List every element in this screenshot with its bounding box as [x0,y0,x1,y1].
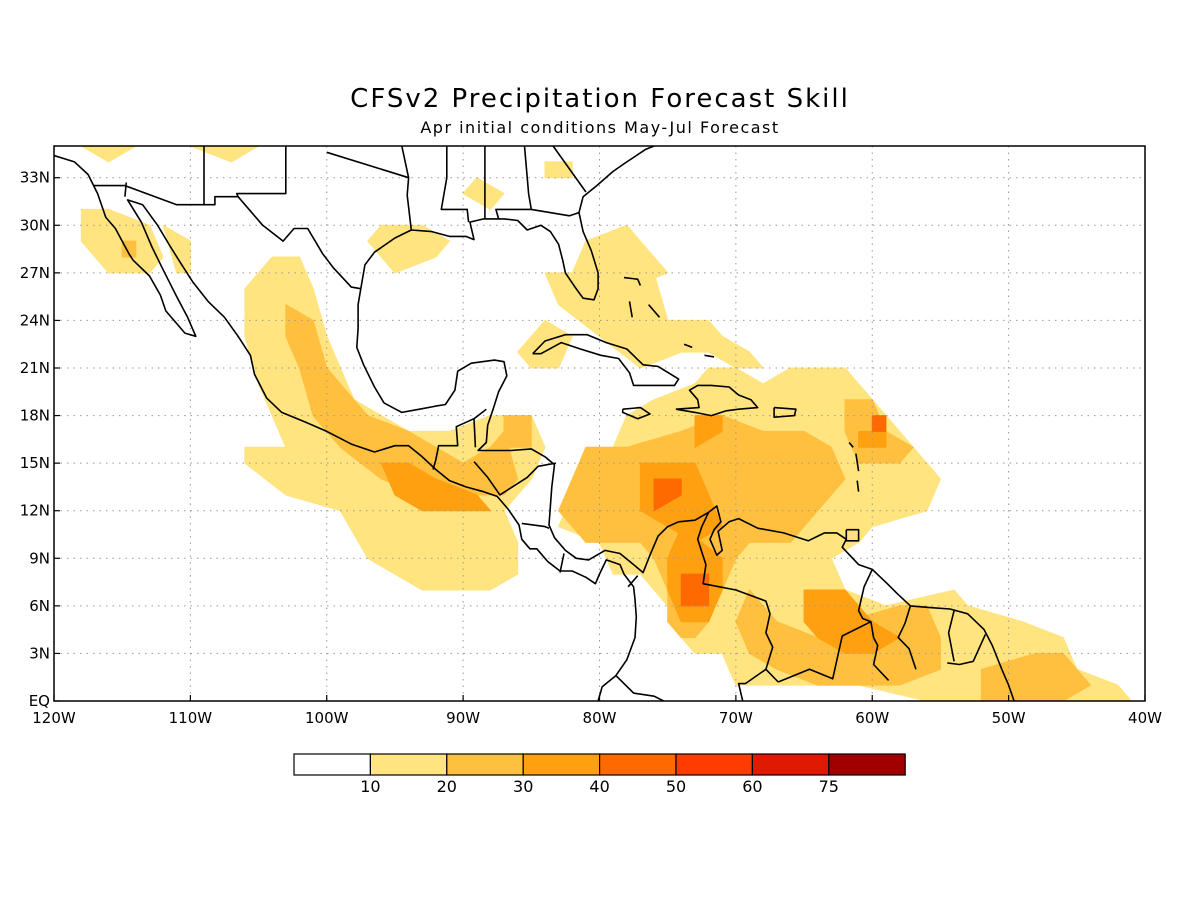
coastline-segment-34 [628,301,633,318]
coastline-segment-13 [521,522,550,529]
skill-colorbar: 10 20 30 40 50 60 75 [293,753,906,796]
coastline-segment-14 [559,553,565,573]
skill-region-level-2-4 [980,652,1091,701]
coastline-segment-21 [777,620,872,683]
coastline-layer [54,146,1015,701]
coastline-segment-20 [947,634,987,666]
colorbar-swatch [751,753,830,776]
coastline-segment-39 [855,453,860,472]
coastline-segment-9 [93,184,361,290]
x-tick-label: 60W [855,709,889,727]
coastline-segment-26 [401,146,413,231]
coastline-segment-38 [848,441,854,448]
colorbar-label: 20 [437,777,457,796]
skill-region-level-1-5 [162,224,191,274]
colorbar-swatch [828,753,906,776]
skill-region-level-4-0 [653,478,682,512]
y-tick-label: 27N [20,264,50,282]
colorbar-swatch [522,753,601,776]
y-tick-label: 6N [29,597,50,615]
y-tick-label: 3N [29,644,50,662]
skill-region-level-1-8 [189,146,260,163]
coastline-segment-8 [124,182,128,197]
coastline-segment-12 [473,461,557,496]
coastline-segment-19 [947,610,955,662]
colorbar-swatch [446,753,524,776]
x-tick-label: 40W [1128,709,1162,727]
x-tick-label: 80W [583,709,617,727]
coastline-segment-2 [355,288,1015,701]
colorbar-label: 40 [589,777,609,796]
colorbar-label: 60 [742,777,762,796]
y-tick-label: 12N [20,502,50,520]
y-tick-label: 9N [29,549,50,567]
skill-region-level-2-6 [121,240,137,258]
x-tick-label: 70W [719,709,753,727]
skill-region-level-1-11 [544,161,573,179]
coastline-segment-6 [773,406,797,419]
skill-region-level-4-2 [871,415,887,432]
coastline-segment-25 [235,146,287,198]
skill-region-level-1-10 [80,146,137,163]
skill-shading-layer [80,146,1132,701]
skill-region-level-1-7 [462,177,505,210]
y-tick-label: 24N [20,311,50,329]
colorbar-label: 30 [513,777,533,796]
skill-region-level-1-9 [367,224,450,274]
coastline-segment-11 [473,408,487,420]
coastline-segment-4 [675,384,759,417]
colorbar-swatch [369,753,448,776]
colorbar-label: 10 [360,777,380,796]
colorbar-swatch [675,753,754,776]
coastline-segment-36 [683,343,693,349]
skill-region-level-1-3 [571,224,669,306]
coastline-segment-0 [54,154,638,701]
colorbar-label: 75 [819,777,839,796]
coastline-segment-32 [326,151,409,179]
coastline-segment-35 [647,304,661,318]
coastline-segment-27 [440,146,470,223]
y-tick-label: 33N [20,169,50,187]
map-subtitle: Apr initial conditions May-Jul Forecast [420,118,780,137]
latitude-axis: EQ 3N 6N 9N 12N 15N 18N 21N 24N 27N 30N 33N [20,169,60,710]
coastline-segment-7 [845,528,860,542]
coastline-segment-33 [623,276,642,286]
y-tick-label: 18N [20,407,50,425]
y-tick-label: 15N [20,454,50,472]
coastline-segment-16 [696,511,779,683]
coastline-segment-30 [531,208,580,217]
coastline-segment-40 [856,480,860,492]
colorbar-swatch [598,753,677,776]
coastline-segment-18 [897,605,917,670]
skill-region-level-2-5 [503,415,532,448]
y-tick-label: 21N [20,359,50,377]
skill-region-level-1-4 [517,319,573,369]
coastline-segment-23 [615,675,664,701]
y-tick-label: 30N [20,216,50,234]
coastline-segment-31 [552,146,587,193]
graticule-grid [54,146,1145,701]
colorbar-label: 50 [666,777,686,796]
coastline-segment-37 [704,354,715,358]
x-tick-label: 100W [305,709,349,727]
coastline-segment-15 [627,575,639,588]
map-title: CFSv2 Precipitation Forecast Skill [350,84,850,114]
x-tick-label: 90W [446,709,480,727]
skill-region-level-4-1 [680,573,710,607]
coastline-segment-22 [737,668,767,701]
coastline-segment-3 [532,333,680,387]
coastline-segment-1 [360,146,655,301]
coastline-segment-29 [495,146,533,220]
coastline-segment-5 [621,406,651,420]
longitude-axis: 120W 110W 100W 90W 80W 70W 60W 50W 40W [32,695,1162,727]
colorbar-swatch [293,753,372,776]
x-tick-label: 110W [169,709,213,727]
x-tick-label: 120W [32,709,76,727]
y-tick-label: EQ [29,692,50,710]
x-tick-label: 50W [992,709,1026,727]
